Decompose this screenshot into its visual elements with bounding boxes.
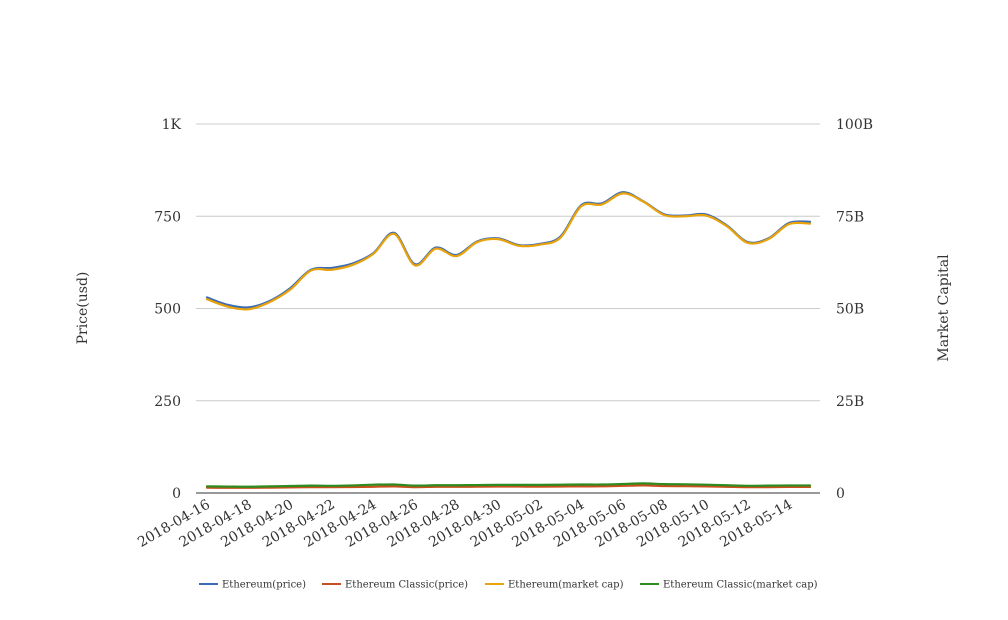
series-line-3[interactable] — [205, 482, 812, 488]
legend-item[interactable]: Ethereum Classic(market cap) — [640, 580, 818, 591]
right-axis-title: Market Capital — [936, 254, 952, 362]
left-tick-label: 500 — [154, 302, 181, 318]
legend-label: Ethereum Classic(price) — [345, 580, 468, 591]
series-line-1[interactable] — [205, 484, 812, 489]
legend-label: Ethereum(market cap) — [508, 580, 624, 591]
left-axis-ticks: 0 250 500 750 1K — [154, 117, 181, 502]
left-tick-label: 750 — [154, 209, 181, 225]
right-tick-label: 50B — [836, 302, 864, 318]
series-layer — [205, 191, 812, 489]
legend-item[interactable]: Ethereum Classic(price) — [322, 580, 468, 591]
right-axis-ticks: 0 25B 50B 75B 100B — [836, 117, 873, 502]
right-tick-label: 25B — [836, 394, 864, 410]
left-axis-title: Price(usd) — [75, 272, 91, 345]
series-line-2[interactable] — [205, 192, 812, 311]
grid-layer — [196, 123, 820, 494]
legend[interactable]: Ethereum(price) Ethereum Classic(price) Et… — [199, 580, 818, 591]
left-tick-label: 0 — [172, 486, 181, 502]
right-tick-label: 75B — [836, 209, 864, 225]
right-tick-label: 0 — [836, 486, 845, 502]
series-line-0[interactable] — [205, 191, 812, 309]
legend-label: Ethereum(price) — [222, 580, 306, 591]
legend-label: Ethereum Classic(market cap) — [663, 580, 818, 591]
left-tick-label: 1K — [162, 117, 182, 133]
x-axis-ticks: 2018-04-162018-04-182018-04-202018-04-22… — [135, 497, 795, 551]
legend-item[interactable]: Ethereum(price) — [199, 580, 306, 591]
legend-item[interactable]: Ethereum(market cap) — [485, 580, 624, 591]
right-tick-label: 100B — [836, 117, 873, 133]
left-tick-label: 250 — [154, 394, 181, 410]
